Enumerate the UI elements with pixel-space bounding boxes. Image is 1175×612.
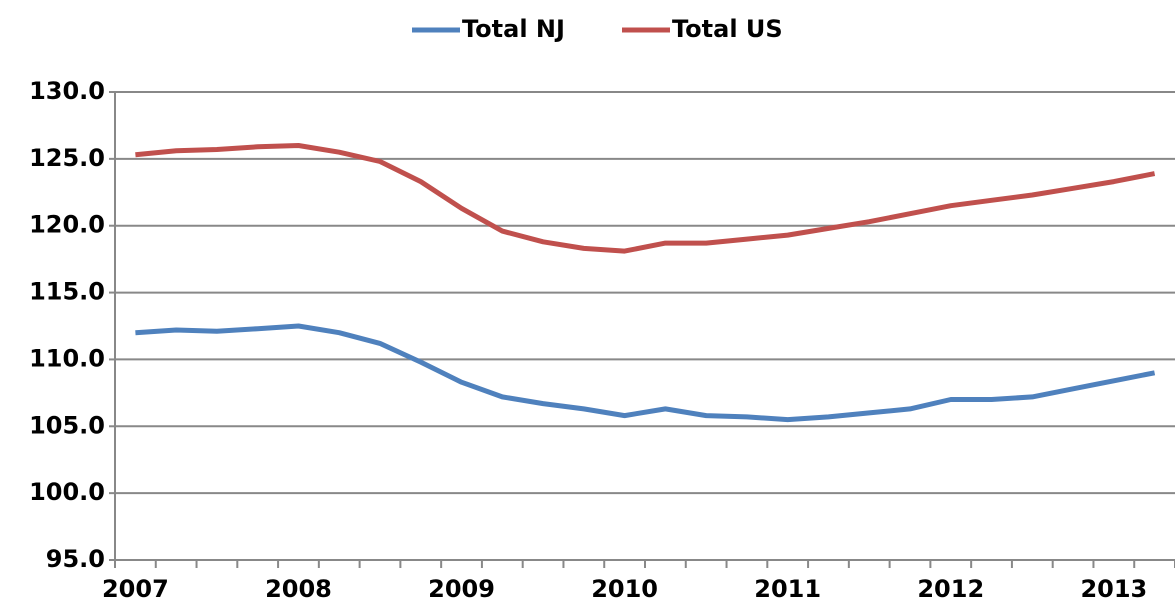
y-tick-label: 120.0 [29,211,105,239]
x-tick-label: 2012 [917,575,984,603]
legend-label: Total US [672,15,783,43]
x-tick-label: 2013 [1080,575,1147,603]
y-tick-label: 130.0 [29,77,105,105]
x-tick-label: 2010 [591,575,658,603]
series-line [135,323,1156,423]
y-tick-label: 125.0 [29,144,105,172]
y-tick-label: 110.0 [29,344,105,372]
y-tick-label: 105.0 [29,411,105,439]
y-tick-label: 115.0 [29,278,105,306]
y-tick-label: 95.0 [46,545,105,573]
y-tick-label: 100.0 [29,478,105,506]
series-line [135,143,1156,254]
x-tick-label: 2009 [428,575,495,603]
x-tick-label: 2007 [102,575,169,603]
x-tick-label: 2008 [265,575,332,603]
legend-label: Total NJ [462,15,565,43]
x-tick-label: 2011 [754,575,821,603]
